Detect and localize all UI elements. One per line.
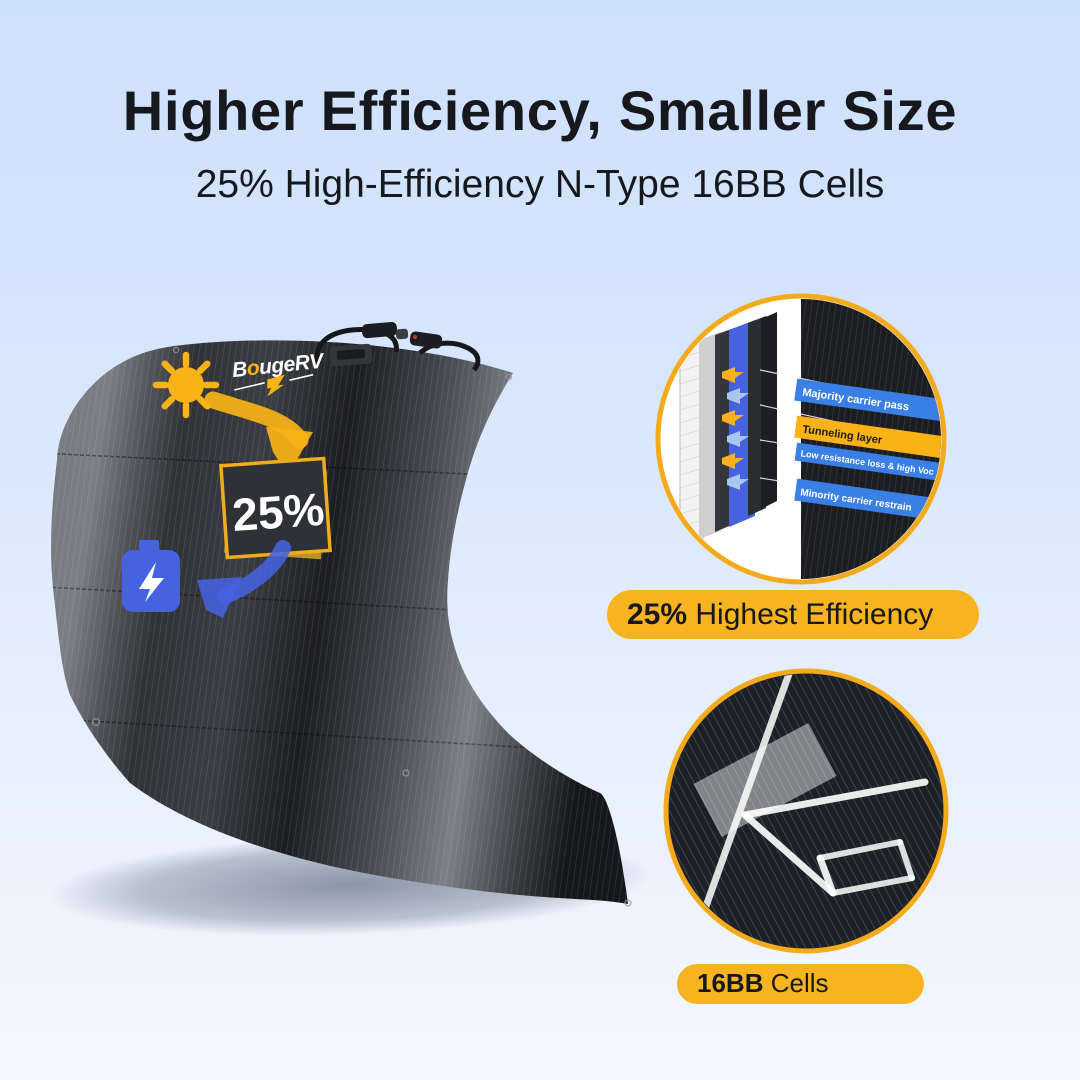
svg-text:25% Highest Efficiency: 25% Highest Efficiency xyxy=(627,598,933,631)
svg-text:16BB Cells: 16BB Cells xyxy=(697,968,829,998)
svg-text:25%: 25% xyxy=(231,483,326,541)
